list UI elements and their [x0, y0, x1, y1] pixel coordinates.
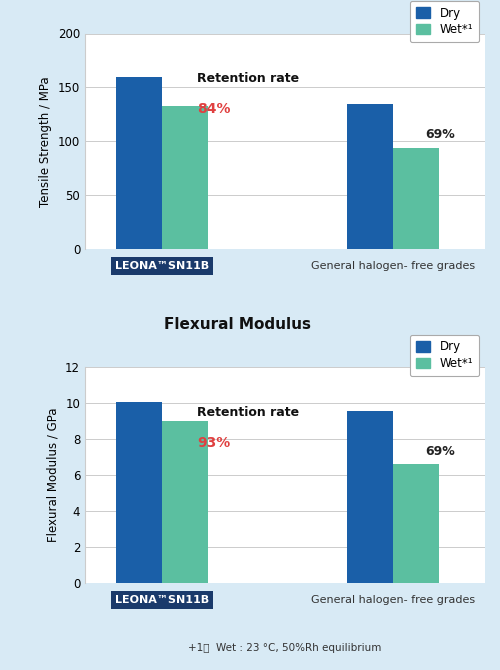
Text: General halogen- free grades: General halogen- free grades: [310, 261, 475, 271]
Bar: [346, 411, 393, 583]
Bar: [392, 464, 439, 583]
Bar: [346, 104, 393, 249]
Text: Retention rate: Retention rate: [198, 72, 300, 85]
Text: 69%: 69%: [425, 445, 455, 458]
Legend: Dry, Wet*¹: Dry, Wet*¹: [410, 334, 479, 376]
Legend: Dry, Wet*¹: Dry, Wet*¹: [410, 1, 479, 42]
Bar: [162, 421, 208, 583]
Text: +1：  Wet : 23 °C, 50%Rh equilibrium: +1： Wet : 23 °C, 50%Rh equilibrium: [188, 643, 382, 653]
Bar: [162, 106, 208, 249]
Text: 69%: 69%: [425, 128, 455, 141]
Y-axis label: Flexural Modulus / GPa: Flexural Modulus / GPa: [46, 408, 60, 543]
Text: 84%: 84%: [198, 103, 231, 117]
Text: General halogen- free grades: General halogen- free grades: [310, 595, 475, 605]
Y-axis label: Tensile Strength / MPa: Tensile Strength / MPa: [40, 76, 52, 206]
Text: Retention rate: Retention rate: [198, 406, 300, 419]
Title: Flexural Modulus: Flexural Modulus: [164, 316, 310, 332]
Text: LEONA™SN11B: LEONA™SN11B: [115, 261, 209, 271]
Bar: [392, 147, 439, 249]
Bar: [116, 76, 162, 249]
Text: LEONA™SN11B: LEONA™SN11B: [115, 595, 209, 605]
Bar: [116, 401, 162, 583]
Text: 93%: 93%: [198, 436, 230, 450]
